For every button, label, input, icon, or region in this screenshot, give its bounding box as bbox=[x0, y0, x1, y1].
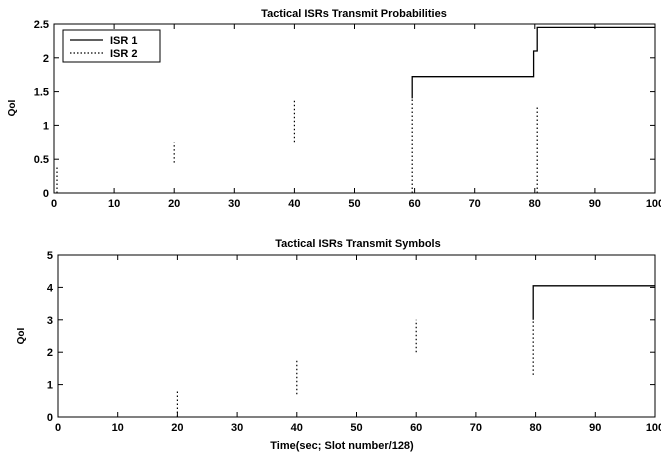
top-x-tick-label: 40 bbox=[288, 198, 300, 210]
top-y-tick-label: 1.5 bbox=[34, 87, 49, 99]
bottom-y-axis-label: QoI bbox=[16, 327, 27, 344]
top-x-tick-label: 80 bbox=[529, 198, 541, 210]
top-subplot: Tactical ISRs Transmit Probabilities QoI… bbox=[7, 8, 661, 210]
top-y-tick-label: 1 bbox=[43, 120, 49, 132]
top-y-tick-label: 0.5 bbox=[34, 154, 49, 166]
top-x-ticks: 0 10 20 30 40 50 60 70 80 90 100 bbox=[51, 24, 661, 210]
top-y-tick-label: 2.5 bbox=[34, 19, 49, 31]
legend-label-isr2: ISR 2 bbox=[110, 48, 138, 60]
bottom-y-tick-label: 2 bbox=[47, 347, 53, 359]
bottom-y-tick-label: 4 bbox=[47, 282, 54, 294]
bottom-x-tick-label: 90 bbox=[589, 422, 601, 434]
bottom-x-tick-label: 10 bbox=[112, 422, 124, 434]
bottom-chart-title: Tactical ISRs Transmit Symbols bbox=[275, 238, 440, 250]
top-plot-area bbox=[56, 26, 655, 193]
top-x-tick-label: 100 bbox=[646, 198, 661, 210]
bottom-y-tick-label: 3 bbox=[47, 315, 53, 327]
bottom-series-1-line bbox=[532, 285, 655, 320]
top-y-axis-label: QoI bbox=[7, 99, 18, 116]
top-legend: ISR 1 ISR 2 bbox=[62, 29, 161, 63]
legend-box bbox=[62, 29, 161, 63]
top-x-tick-label: 20 bbox=[168, 198, 180, 210]
bottom-x-tick-label: 80 bbox=[529, 422, 541, 434]
bottom-x-tick-label: 60 bbox=[410, 422, 422, 434]
bottom-x-axis-label: Time(sec; Slot number/128) bbox=[270, 440, 414, 452]
legend-label-isr1: ISR 1 bbox=[110, 35, 138, 47]
bottom-y-ticks: 0 1 2 3 4 5 bbox=[47, 250, 655, 424]
bottom-x-tick-label: 20 bbox=[171, 422, 183, 434]
top-chart-title: Tactical ISRs Transmit Probabilities bbox=[261, 8, 447, 20]
bottom-x-tick-label: 70 bbox=[470, 422, 482, 434]
bottom-x-tick-label: 100 bbox=[646, 422, 661, 434]
top-series-1-line bbox=[411, 26, 655, 99]
top-x-tick-label: 10 bbox=[108, 198, 120, 210]
top-y-tick-label: 2 bbox=[43, 53, 49, 65]
top-y-ticks: 0 0.5 1 1.5 2 2.5 bbox=[34, 19, 655, 200]
top-y-tick-label: 0 bbox=[43, 188, 49, 200]
top-x-tick-label: 0 bbox=[51, 198, 57, 210]
bottom-y-tick-label: 0 bbox=[47, 412, 53, 424]
top-x-tick-label: 30 bbox=[228, 198, 240, 210]
bottom-x-tick-label: 40 bbox=[291, 422, 303, 434]
bottom-x-tick-label: 50 bbox=[350, 422, 362, 434]
bottom-x-ticks: 0 10 20 30 40 50 60 70 80 90 100 bbox=[55, 255, 661, 434]
top-x-tick-label: 50 bbox=[348, 198, 360, 210]
top-x-tick-label: 60 bbox=[408, 198, 420, 210]
top-x-tick-label: 90 bbox=[589, 198, 601, 210]
bottom-subplot: Tactical ISRs Transmit Symbols QoI Time(… bbox=[16, 238, 661, 452]
bottom-x-tick-label: 30 bbox=[231, 422, 243, 434]
bottom-y-tick-label: 5 bbox=[47, 250, 53, 262]
bottom-y-tick-label: 1 bbox=[47, 380, 53, 392]
bottom-x-tick-label: 0 bbox=[55, 422, 61, 434]
top-x-tick-label: 70 bbox=[469, 198, 481, 210]
